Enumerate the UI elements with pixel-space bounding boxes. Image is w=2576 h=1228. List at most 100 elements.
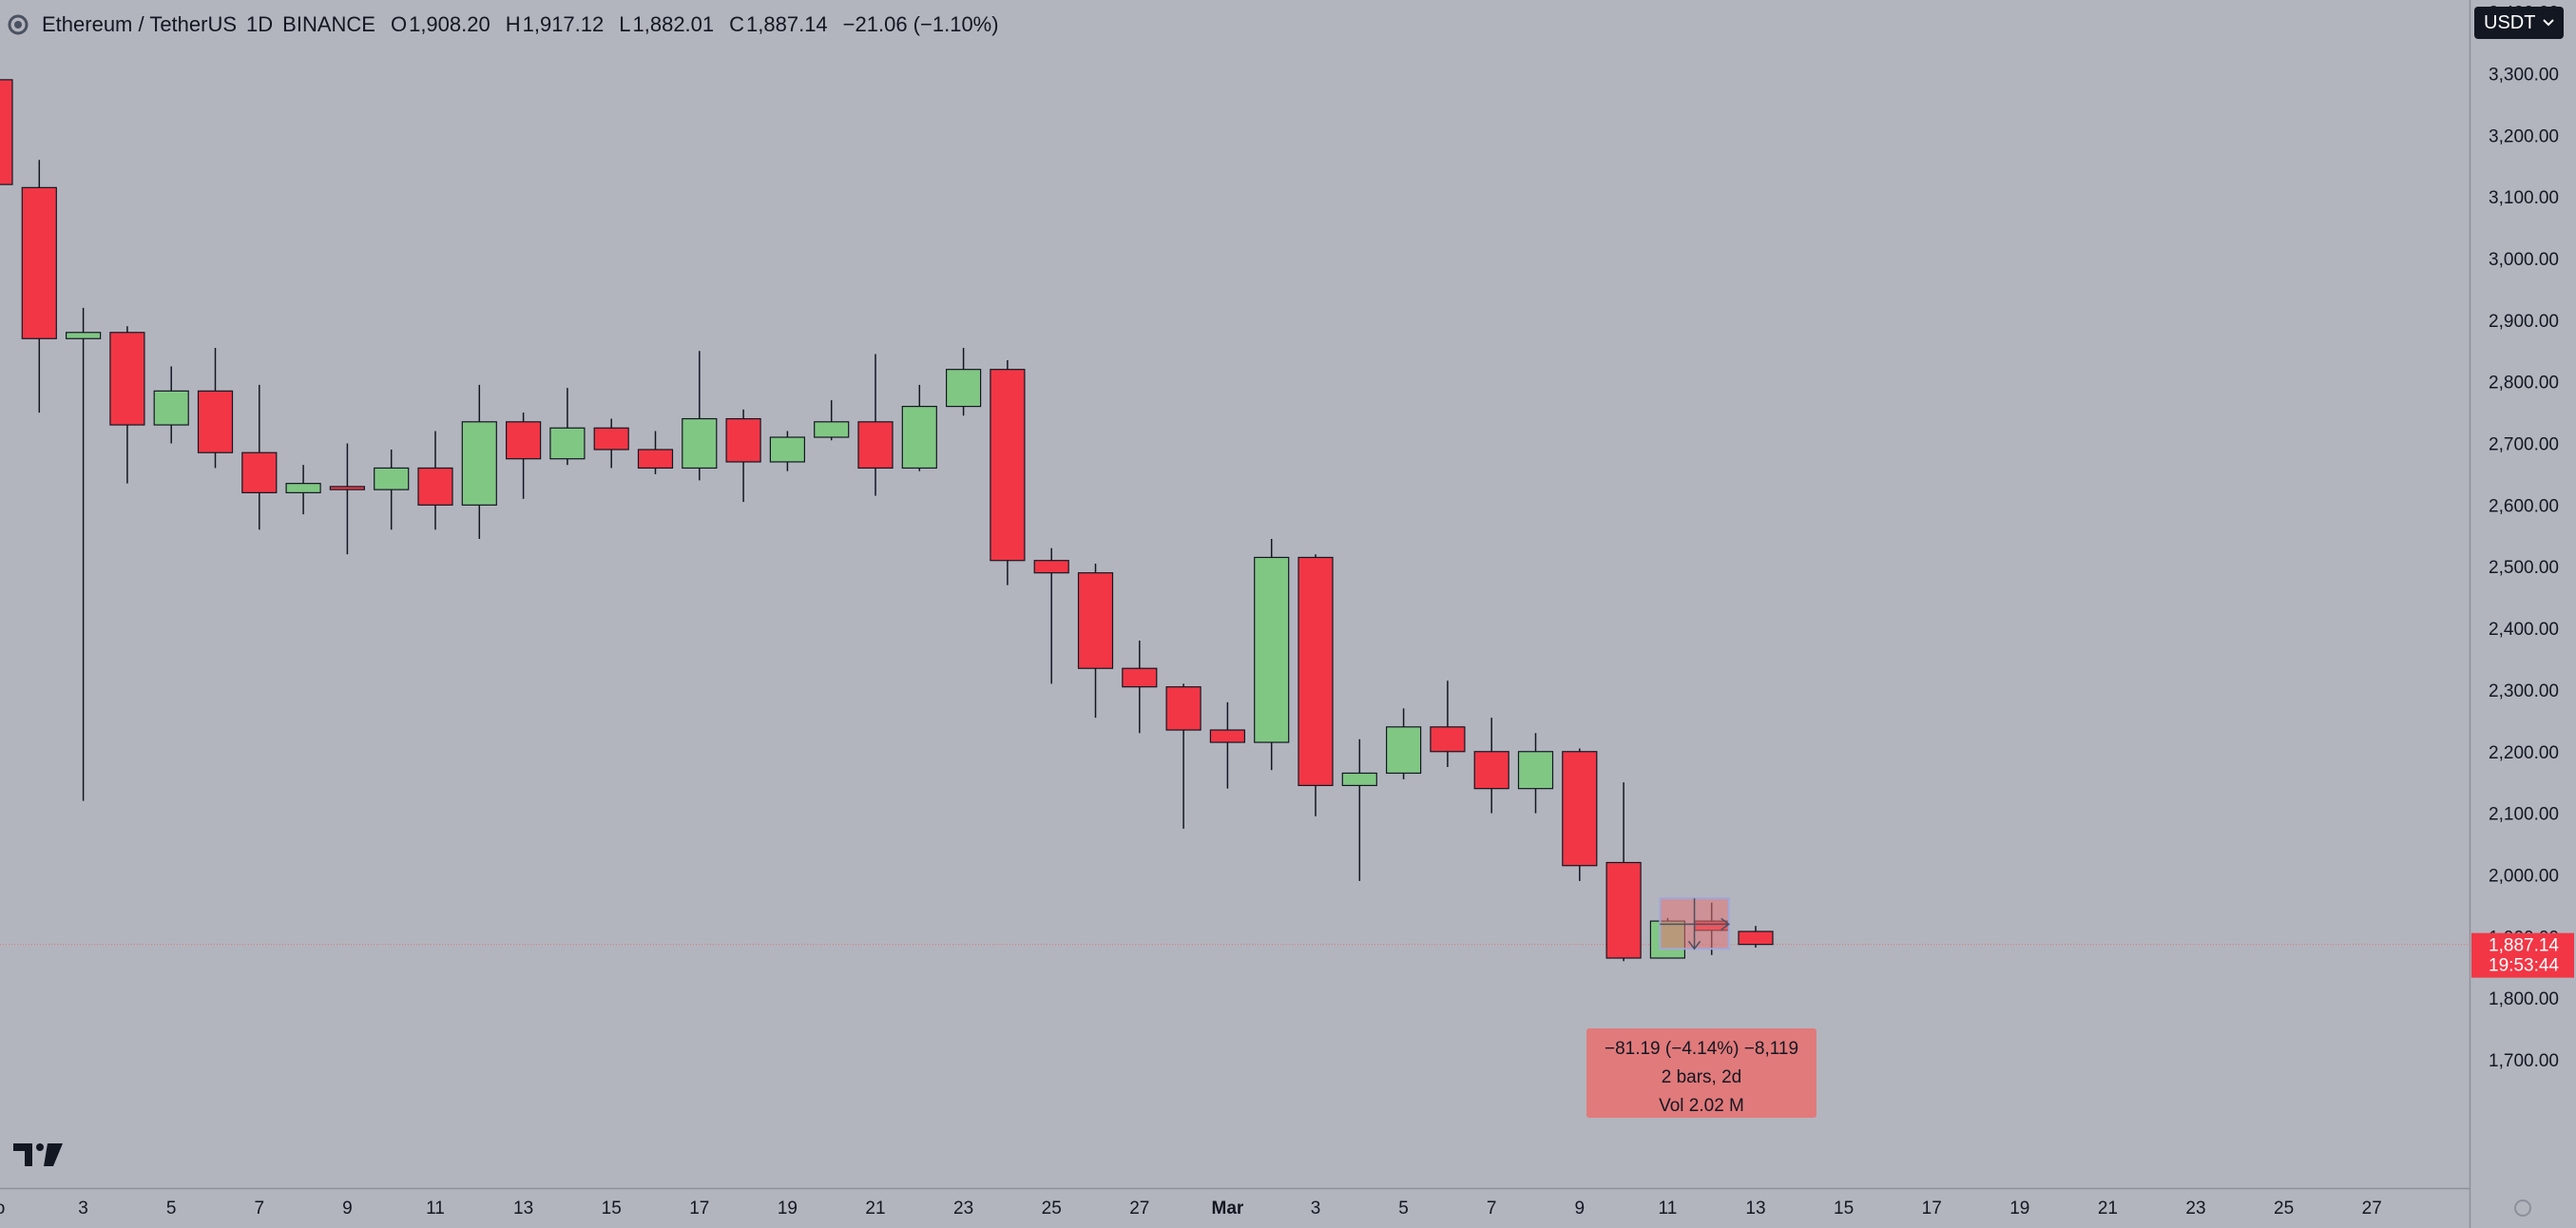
candle-body bbox=[1430, 726, 1466, 753]
y-tick-label: 2,000.00 bbox=[2489, 866, 2559, 886]
y-tick-label: 1,700.00 bbox=[2489, 1051, 2559, 1071]
x-tick-label: 7 bbox=[1487, 1199, 1497, 1218]
ohlc-values: O1,908.20 H1,917.12 L1,882.01 C1,887.14 … bbox=[391, 12, 999, 37]
candle-body bbox=[1122, 667, 1158, 688]
candle-body bbox=[1033, 560, 1069, 574]
scale-settings-icon[interactable] bbox=[2514, 1199, 2531, 1217]
x-tick-label: 17 bbox=[689, 1199, 709, 1218]
candle[interactable] bbox=[461, 384, 497, 540]
x-tick-label: 3 bbox=[78, 1199, 88, 1218]
currency-selector-button[interactable]: USDT bbox=[2474, 7, 2564, 39]
y-tick-label: 2,100.00 bbox=[2489, 805, 2559, 825]
candle-body bbox=[725, 417, 761, 463]
candle-body bbox=[285, 483, 321, 493]
x-tick-label: 19 bbox=[2009, 1199, 2029, 1218]
interval-label[interactable]: 1D bbox=[246, 12, 274, 36]
candle[interactable] bbox=[241, 384, 278, 530]
candle-body bbox=[1517, 751, 1554, 790]
candle[interactable] bbox=[197, 347, 234, 469]
candle[interactable] bbox=[945, 347, 982, 416]
candle[interactable] bbox=[901, 384, 937, 471]
y-tick-label: 3,100.00 bbox=[2489, 188, 2559, 208]
candle[interactable] bbox=[1165, 683, 1201, 829]
symbol-name[interactable]: Ethereum / TetherUS bbox=[42, 12, 238, 36]
tradingview-logo-icon[interactable] bbox=[13, 1142, 63, 1168]
candle[interactable] bbox=[329, 443, 365, 555]
x-tick-label: 17 bbox=[1922, 1199, 1942, 1218]
x-tick-label: 23 bbox=[953, 1199, 973, 1218]
candle-body bbox=[1077, 572, 1114, 669]
x-tick-label: 11 bbox=[426, 1199, 445, 1218]
candle[interactable] bbox=[1209, 701, 1246, 789]
candle[interactable] bbox=[682, 351, 718, 481]
candle[interactable] bbox=[769, 431, 806, 471]
x-tick-label: 9 bbox=[342, 1199, 353, 1218]
y-tick-label: 2,600.00 bbox=[2489, 496, 2559, 516]
y-tick-label: 2,700.00 bbox=[2489, 435, 2559, 455]
y-tick-label: 3,300.00 bbox=[2489, 65, 2559, 85]
candle[interactable] bbox=[637, 431, 674, 474]
candle-body bbox=[417, 467, 453, 506]
x-tick-label: 25 bbox=[2274, 1199, 2294, 1218]
chart-header: Ethereum / TetherUS 1D BINANCE O1,908.20… bbox=[8, 10, 999, 40]
candle[interactable] bbox=[0, 0, 13, 197]
candle[interactable] bbox=[109, 326, 145, 484]
symbol-logo-icon[interactable] bbox=[8, 14, 29, 35]
arrow-down-icon bbox=[1687, 940, 1701, 950]
candle[interactable] bbox=[1122, 641, 1158, 734]
candle[interactable] bbox=[857, 354, 894, 496]
candle-body bbox=[1385, 726, 1422, 775]
candle-body bbox=[1209, 729, 1246, 743]
candle[interactable] bbox=[990, 359, 1026, 585]
x-tick-label: 21 bbox=[865, 1199, 885, 1218]
candle-body bbox=[682, 417, 718, 470]
candle[interactable] bbox=[505, 413, 542, 499]
y-tick-label: 1,800.00 bbox=[2489, 989, 2559, 1009]
change-value: −21.06 (−1.10%) bbox=[842, 12, 999, 36]
y-tick-label: 2,300.00 bbox=[2489, 681, 2559, 701]
open-value: 1,908.20 bbox=[409, 12, 490, 36]
x-tick-label: 9 bbox=[1575, 1199, 1586, 1218]
candle[interactable] bbox=[1298, 554, 1334, 816]
price-scale-panel[interactable] bbox=[2470, 0, 2576, 1228]
candle[interactable] bbox=[549, 388, 586, 466]
candle[interactable] bbox=[725, 409, 761, 503]
candle[interactable] bbox=[153, 366, 189, 444]
candle[interactable] bbox=[65, 307, 102, 801]
chevron-down-icon bbox=[2543, 19, 2554, 27]
candle-body bbox=[241, 451, 278, 493]
y-tick-label: 2,200.00 bbox=[2489, 743, 2559, 763]
x-tick-label: 5 bbox=[166, 1199, 177, 1218]
candle[interactable] bbox=[1341, 739, 1377, 881]
candle[interactable] bbox=[1517, 733, 1554, 814]
candle-body bbox=[505, 421, 542, 460]
candle-body bbox=[153, 390, 189, 426]
candle[interactable] bbox=[417, 431, 453, 530]
candle[interactable] bbox=[814, 400, 850, 441]
candle-body bbox=[990, 369, 1026, 562]
candle[interactable] bbox=[1738, 926, 1774, 948]
candle[interactable] bbox=[1473, 718, 1509, 814]
candle[interactable] bbox=[593, 418, 629, 469]
candle-body bbox=[374, 467, 410, 490]
candle-body bbox=[1605, 861, 1642, 959]
y-tick-label: 3,000.00 bbox=[2489, 250, 2559, 270]
candle-body bbox=[197, 390, 234, 453]
y-tick-label: 2,400.00 bbox=[2489, 620, 2559, 640]
candle[interactable] bbox=[1077, 563, 1114, 719]
candle[interactable] bbox=[1562, 748, 1598, 881]
candle-body bbox=[945, 369, 982, 408]
candle[interactable] bbox=[1385, 708, 1422, 779]
candle[interactable] bbox=[285, 465, 321, 515]
candle[interactable] bbox=[1430, 681, 1466, 767]
candle[interactable] bbox=[374, 449, 410, 530]
x-tick-label: 3 bbox=[1311, 1199, 1321, 1218]
candle[interactable] bbox=[1254, 539, 1290, 771]
candle[interactable] bbox=[1605, 782, 1642, 962]
candle[interactable] bbox=[1033, 547, 1069, 684]
candle[interactable] bbox=[21, 160, 57, 413]
close-value: 1,887.14 bbox=[746, 12, 828, 36]
candle-body bbox=[637, 449, 674, 470]
x-tick-label: 23 bbox=[2185, 1199, 2205, 1218]
